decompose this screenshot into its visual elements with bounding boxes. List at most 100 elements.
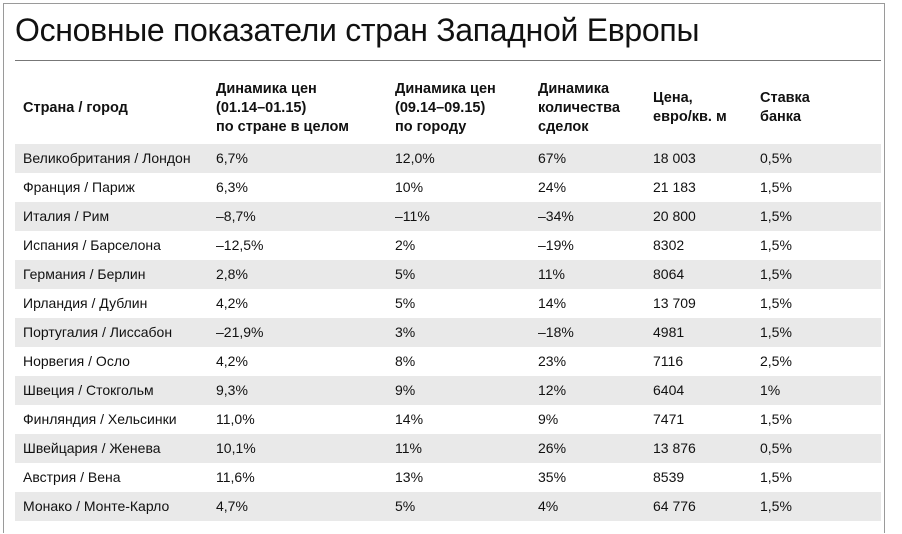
cell-price-dynamics-city: 5%: [387, 289, 530, 318]
cell-price-dynamics-country: 9,3%: [208, 376, 387, 405]
cell-price: 8539: [645, 463, 752, 492]
cell-price-dynamics-city: 12,0%: [387, 144, 530, 173]
column-header-price: Цена, евро/кв. м: [645, 72, 752, 144]
cell-price-dynamics-city: 3%: [387, 318, 530, 347]
cell-deals-dynamics: –18%: [530, 318, 645, 347]
cell-bank-rate: 0,5%: [752, 144, 881, 173]
cell-price: 13 876: [645, 434, 752, 463]
cell-country-city: Швейцария / Женева: [15, 434, 208, 463]
cell-country-city: Португалия / Лиссабон: [15, 318, 208, 347]
column-header-line: евро/кв. м: [653, 109, 727, 125]
column-header-line: банка: [760, 109, 802, 125]
cell-bank-rate: 1,5%: [752, 318, 881, 347]
cell-country-city: Италия / Рим: [15, 202, 208, 231]
cell-deals-dynamics: 12%: [530, 376, 645, 405]
cell-bank-rate: 1%: [752, 376, 881, 405]
column-header-price-dynamics-city: Динамика цен (09.14–09.15) по городу: [387, 72, 530, 144]
cell-price-dynamics-city: 8%: [387, 347, 530, 376]
title-divider: [15, 60, 881, 61]
column-header-line: (01.14–01.15): [216, 99, 307, 116]
column-header-line: Цена,: [653, 90, 693, 106]
cell-price-dynamics-city: 11%: [387, 434, 530, 463]
cell-country-city: Ирландия / Дублин: [15, 289, 208, 318]
cell-country-city: Швеция / Стокгольм: [15, 376, 208, 405]
cell-bank-rate: 2,5%: [752, 347, 881, 376]
cell-price-dynamics-country: –8,7%: [208, 202, 387, 231]
cell-price-dynamics-country: 6,7%: [208, 144, 387, 173]
cell-country-city: Германия / Берлин: [15, 260, 208, 289]
cell-price-dynamics-country: 10,1%: [208, 434, 387, 463]
page-title: Основные показатели стран Западной Европ…: [15, 12, 700, 48]
column-header-deals-dynamics: Динамика количества сделок: [530, 72, 645, 144]
cell-deals-dynamics: 9%: [530, 405, 645, 434]
table-row: Германия / Берлин 2,8% 5% 11% 8064 1,5%: [15, 260, 881, 289]
column-header-line: сделок: [538, 118, 589, 135]
cell-bank-rate: 1,5%: [752, 173, 881, 202]
column-header-line: (09.14–09.15): [395, 99, 486, 116]
column-header-country-city: Страна / город: [15, 72, 208, 144]
table-row: Монако / Монте-Карло 4,7% 5% 4% 64 776 1,5%: [15, 492, 881, 521]
cell-deals-dynamics: –34%: [530, 202, 645, 231]
cell-price: 64 776: [645, 492, 752, 521]
table-row: Швеция / Стокгольм 9,3% 9% 12% 6404 1%: [15, 376, 881, 405]
cell-country-city: Франция / Париж: [15, 173, 208, 202]
cell-price: 8064: [645, 260, 752, 289]
table-row: Италия / Рим –8,7% –11% –34% 20 800 1,5%: [15, 202, 881, 231]
column-header-line: Динамика: [538, 80, 610, 97]
cell-bank-rate: 1,5%: [752, 405, 881, 434]
cell-price-dynamics-city: 9%: [387, 376, 530, 405]
table-row: Швейцария / Женева 10,1% 11% 26% 13 876 0,5%: [15, 434, 881, 463]
cell-price-dynamics-country: –12,5%: [208, 231, 387, 260]
cell-country-city: Испания / Барселона: [15, 231, 208, 260]
frame-border: [3, 3, 885, 533]
table-row: Португалия / Лиссабон –21,9% 3% –18% 4981 1,5…: [15, 318, 881, 347]
cell-country-city: Монако / Монте-Карло: [15, 492, 208, 521]
cell-price-dynamics-city: 5%: [387, 492, 530, 521]
indicators-table: Страна / город Динамика цен (01.14–01.15) п…: [15, 72, 881, 521]
column-header-line: количества: [538, 99, 620, 116]
column-header-line: Динамика цен: [395, 80, 496, 97]
cell-deals-dynamics: 4%: [530, 492, 645, 521]
cell-price-dynamics-country: 11,0%: [208, 405, 387, 434]
cell-price: 21 183: [645, 173, 752, 202]
cell-bank-rate: 1,5%: [752, 202, 881, 231]
cell-deals-dynamics: 67%: [530, 144, 645, 173]
cell-price-dynamics-country: 4,2%: [208, 289, 387, 318]
table-row: Франция / Париж 6,3% 10% 24% 21 183 1,5%: [15, 173, 881, 202]
cell-deals-dynamics: 14%: [530, 289, 645, 318]
cell-bank-rate: 1,5%: [752, 260, 881, 289]
cell-deals-dynamics: 35%: [530, 463, 645, 492]
table-body: Великобритания / Лондон 6,7% 12,0% 67% 18 00…: [15, 144, 881, 521]
column-header-line: по стране в целом: [216, 118, 349, 135]
cell-bank-rate: 1,5%: [752, 492, 881, 521]
column-header-line: Ставка: [760, 90, 810, 106]
cell-country-city: Финляндия / Хельсинки: [15, 405, 208, 434]
cell-bank-rate: 1,5%: [752, 289, 881, 318]
column-header-bank-rate: Ставка банка: [752, 72, 881, 144]
column-header-line: Страна / город: [23, 99, 128, 116]
cell-bank-rate: 1,5%: [752, 463, 881, 492]
cell-price: 20 800: [645, 202, 752, 231]
table-row: Финляндия / Хельсинки 11,0% 14% 9% 7471 1,5%: [15, 405, 881, 434]
table-row: Австрия / Вена 11,6% 13% 35% 8539 1,5%: [15, 463, 881, 492]
cell-deals-dynamics: 23%: [530, 347, 645, 376]
table-row: Норвегия / Осло 4,2% 8% 23% 7116 2,5%: [15, 347, 881, 376]
table-row: Испания / Барселона –12,5% 2% –19% 8302 1,5%: [15, 231, 881, 260]
column-header-price-dynamics-country: Динамика цен (01.14–01.15) по стране в цел…: [208, 72, 387, 144]
table-header: Страна / город Динамика цен (01.14–01.15) п…: [15, 72, 881, 144]
cell-price-dynamics-country: 4,2%: [208, 347, 387, 376]
cell-price-dynamics-city: 14%: [387, 405, 530, 434]
cell-country-city: Австрия / Вена: [15, 463, 208, 492]
column-header-line: Динамика цен: [216, 80, 317, 97]
cell-price: 18 003: [645, 144, 752, 173]
cell-price: 7471: [645, 405, 752, 434]
cell-deals-dynamics: 24%: [530, 173, 645, 202]
cell-deals-dynamics: 26%: [530, 434, 645, 463]
cell-price-dynamics-city: 2%: [387, 231, 530, 260]
cell-price-dynamics-country: –21,9%: [208, 318, 387, 347]
cell-price-dynamics-country: 11,6%: [208, 463, 387, 492]
cell-price-dynamics-city: –11%: [387, 202, 530, 231]
cell-deals-dynamics: 11%: [530, 260, 645, 289]
cell-price-dynamics-country: 2,8%: [208, 260, 387, 289]
header-row: Страна / город Динамика цен (01.14–01.15) п…: [15, 72, 881, 144]
